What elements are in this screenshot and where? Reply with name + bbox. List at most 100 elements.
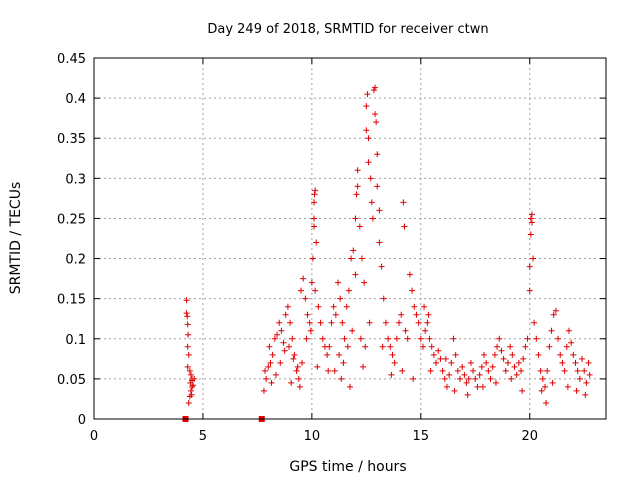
data-point bbox=[400, 199, 407, 206]
data-point bbox=[352, 271, 359, 278]
data-point bbox=[496, 335, 503, 342]
data-point bbox=[277, 359, 284, 366]
data-point bbox=[302, 295, 309, 302]
data-point bbox=[328, 319, 335, 326]
data-point bbox=[299, 359, 306, 366]
data-point bbox=[452, 351, 459, 358]
data-point bbox=[463, 379, 470, 386]
data-point bbox=[411, 303, 418, 310]
data-point bbox=[504, 359, 511, 366]
data-point bbox=[308, 279, 315, 286]
data-point bbox=[332, 311, 339, 318]
data-point bbox=[485, 367, 492, 374]
data-point bbox=[470, 367, 477, 374]
data-point bbox=[406, 271, 413, 278]
data-point bbox=[314, 363, 321, 370]
data-point bbox=[183, 297, 190, 304]
data-point bbox=[472, 375, 479, 382]
data-point bbox=[415, 319, 422, 326]
data-point bbox=[528, 211, 535, 218]
data-point bbox=[480, 351, 487, 358]
data-point bbox=[272, 371, 279, 378]
data-point bbox=[518, 367, 525, 374]
y-tick-label: 0.4 bbox=[65, 92, 86, 107]
data-point bbox=[372, 111, 379, 118]
data-point bbox=[319, 335, 326, 342]
data-point bbox=[267, 359, 274, 366]
data-point bbox=[354, 183, 361, 190]
data-point bbox=[368, 199, 375, 206]
data-point bbox=[187, 387, 194, 394]
data-point bbox=[410, 375, 417, 382]
data-point bbox=[421, 303, 428, 310]
data-point bbox=[443, 383, 450, 390]
data-point bbox=[583, 379, 590, 386]
data-point bbox=[376, 239, 383, 246]
data-point bbox=[344, 343, 351, 350]
data-point bbox=[439, 367, 446, 374]
data-point bbox=[317, 319, 324, 326]
data-point bbox=[380, 295, 387, 302]
data-point bbox=[492, 379, 499, 386]
data-point bbox=[425, 311, 432, 318]
y-tick-label: 0.35 bbox=[57, 132, 86, 147]
data-point bbox=[586, 371, 593, 378]
data-point bbox=[520, 355, 527, 362]
data-point bbox=[555, 335, 562, 342]
data-point bbox=[448, 359, 455, 366]
data-point bbox=[185, 331, 192, 338]
data-point bbox=[185, 351, 192, 358]
data-point bbox=[500, 355, 507, 362]
data-point bbox=[311, 215, 318, 222]
data-point bbox=[374, 183, 381, 190]
data-point bbox=[313, 239, 320, 246]
data-point bbox=[509, 351, 516, 358]
data-point bbox=[372, 84, 379, 91]
data-point bbox=[307, 327, 314, 334]
data-point bbox=[339, 319, 346, 326]
data-point bbox=[401, 223, 408, 230]
data-point bbox=[544, 367, 551, 374]
data-point bbox=[363, 127, 370, 134]
data-point bbox=[527, 231, 534, 238]
data-point bbox=[325, 367, 332, 374]
data-point bbox=[573, 387, 580, 394]
data-point bbox=[402, 327, 409, 334]
data-point bbox=[373, 119, 380, 126]
data-point bbox=[265, 363, 272, 370]
data-point bbox=[413, 311, 420, 318]
data-point bbox=[263, 375, 270, 382]
data-point bbox=[388, 371, 395, 378]
data-point bbox=[441, 375, 448, 382]
data-point bbox=[387, 343, 394, 350]
data-point bbox=[185, 399, 192, 406]
data-point bbox=[427, 367, 434, 374]
data-point bbox=[379, 343, 386, 350]
data-point bbox=[184, 321, 191, 328]
data-point bbox=[451, 387, 458, 394]
data-point bbox=[343, 303, 350, 310]
data-point bbox=[366, 319, 373, 326]
data-point bbox=[374, 151, 381, 158]
data-point bbox=[296, 383, 303, 390]
data-point bbox=[552, 307, 559, 314]
data-points bbox=[182, 84, 593, 422]
data-point bbox=[404, 335, 411, 342]
data-point bbox=[266, 343, 273, 350]
data-point bbox=[354, 167, 361, 174]
data-point bbox=[284, 303, 291, 310]
data-point bbox=[513, 371, 520, 378]
data-point bbox=[399, 367, 406, 374]
data-point bbox=[550, 311, 557, 318]
data-point bbox=[187, 371, 194, 378]
data-point bbox=[347, 383, 353, 390]
data-point bbox=[356, 223, 363, 230]
data-point bbox=[349, 327, 356, 334]
data-point bbox=[565, 327, 572, 334]
data-point bbox=[189, 377, 196, 384]
data-point bbox=[358, 255, 365, 262]
data-point bbox=[361, 279, 368, 286]
y-tick-label: 0 bbox=[78, 413, 86, 428]
data-point bbox=[311, 191, 318, 198]
